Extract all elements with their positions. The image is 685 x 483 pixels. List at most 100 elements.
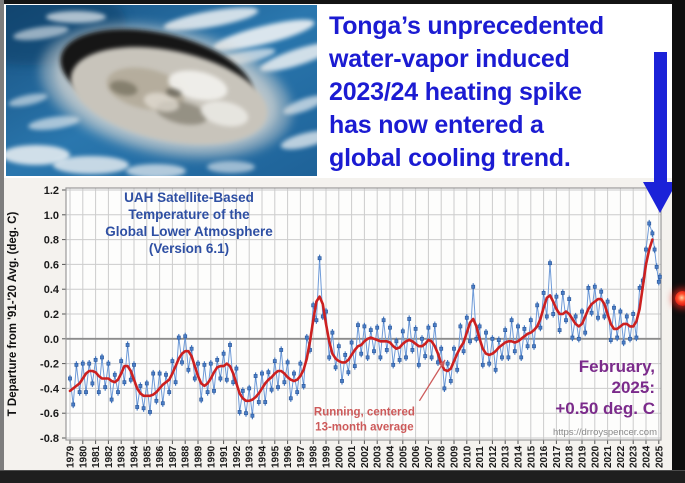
monthly-marker [304,335,309,340]
monthly-marker [144,381,149,386]
monthly-marker [228,343,232,347]
monthly-marker [135,405,140,409]
x-tick-label: 1994 [258,445,269,468]
monthly-marker [279,348,284,352]
letterbox-right [672,0,685,483]
monthly-marker [256,400,261,404]
monthly-marker [240,388,245,393]
current-value-label: 2025: [612,378,655,397]
monthly-marker [186,367,191,372]
monthly-marker [247,386,252,391]
monthly-marker [285,360,290,365]
headline-line: 2023/24 heating spike [329,78,582,106]
monthly-marker [506,355,511,360]
monthly-marker [423,354,428,359]
monthly-marker [657,274,662,279]
monthly-marker [340,379,344,383]
x-tick-label: 1991 [219,445,230,468]
monthly-marker [253,374,258,378]
monthly-marker [176,335,181,340]
monthly-marker [288,396,293,401]
x-tick-label: 2011 [475,446,486,468]
monthly-marker [333,365,338,370]
x-tick-label: 1981 [91,445,102,468]
monthly-marker [404,355,408,360]
monthly-marker [125,343,130,347]
down-arrow-icon [643,52,677,213]
x-tick-label: 2000 [334,445,345,468]
monthly-marker [138,384,143,388]
y-axis-title: T Departure from '91-'20 Avg. (deg. C) [7,212,19,417]
eruption-plume [40,22,292,160]
monthly-marker [295,390,300,395]
monthly-marker [580,309,584,314]
monthly-marker [567,297,572,302]
x-tick-label: 1992 [232,445,243,468]
monthly-marker [170,359,175,364]
monthly-marker [109,397,114,402]
monthly-marker [128,377,133,382]
monthly-marker [512,349,517,354]
letterbox-top [0,0,685,4]
monthly-marker [557,328,562,333]
monthly-marker [352,364,357,368]
monthly-marker [160,401,165,406]
x-tick-label: 2001 [347,445,358,468]
current-value-label: February, [579,357,655,376]
x-tick-label: 2021 [603,445,614,468]
chart-title: Global Lower Atmosphere [105,224,273,239]
monthly-marker [503,328,508,333]
monthly-marker [608,338,613,342]
monthly-marker [618,309,623,314]
monthly-marker [439,346,444,351]
monthly-marker [576,336,581,341]
monthly-marker [196,361,200,366]
monthly-marker [388,325,392,330]
monthly-marker [260,371,264,376]
monthly-marker [346,370,351,375]
monthly-marker [496,338,501,342]
x-tick-label: 2009 [450,445,461,468]
monthly-marker [298,361,303,366]
monthly-marker [100,355,104,360]
monthly-marker [650,231,655,236]
monthly-marker [205,390,210,395]
x-tick-label: 1988 [181,445,192,468]
monthly-marker [548,261,552,266]
monthly-marker [535,303,540,308]
monthly-marker [164,372,168,377]
monthly-marker [621,340,626,345]
headline-line: Tonga’s unprecedented [329,12,604,40]
tonga-eruption-photo [6,5,317,176]
red-dot-indicator [675,291,685,306]
monthly-marker [391,362,396,367]
monthly-marker [77,390,82,395]
x-tick-label: 2015 [526,445,537,468]
monthly-marker [202,362,207,367]
clouds [6,7,317,176]
x-tick-label: 1986 [155,445,166,468]
x-tick-label: 2025 [654,445,665,468]
monthly-marker [602,314,607,319]
y-tick-label: -0.2 [40,359,59,371]
x-tick-label: 1979 [66,445,77,468]
monthly-marker [119,359,124,364]
monthly-marker [314,318,319,323]
monthly-marker [631,312,636,316]
monthly-marker [237,410,242,414]
monthly-marker [269,387,274,392]
plot-border [65,187,662,441]
monthly-marker [493,367,498,372]
monthly-marker [68,376,72,381]
monthly-marker [477,324,482,329]
monthly-marker [384,348,389,352]
x-tick-label: 2004 [386,445,397,468]
monthly-marker [221,351,226,356]
monthly-marker [544,314,549,319]
monthly-marker [471,284,476,289]
monthly-marker [586,286,591,290]
x-tick-label: 2016 [539,445,550,468]
monthly-marker [189,346,194,351]
monthly-marker [74,362,79,367]
monthly-marker [487,361,492,366]
